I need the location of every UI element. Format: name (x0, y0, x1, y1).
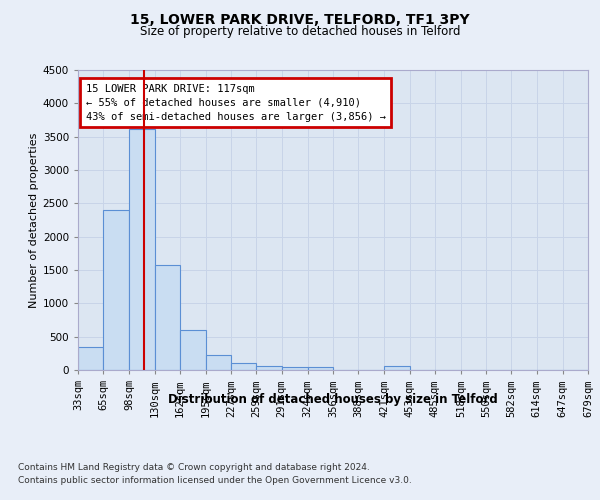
Bar (78, 346, 103, 370)
Text: Contains HM Land Registry data © Crown copyright and database right 2024.: Contains HM Land Registry data © Crown c… (18, 462, 370, 471)
Y-axis label: Number of detached properties: Number of detached properties (29, 132, 38, 308)
Text: Size of property relative to detached houses in Telford: Size of property relative to detached ho… (140, 25, 460, 38)
Text: 15 LOWER PARK DRIVE: 117sqm
← 55% of detached houses are smaller (4,910)
43% of : 15 LOWER PARK DRIVE: 117sqm ← 55% of det… (86, 84, 386, 122)
Text: Contains public sector information licensed under the Open Government Licence v3: Contains public sector information licen… (18, 476, 412, 485)
Bar (103, 210, 130, 370)
Bar (155, 264, 180, 370)
Bar (231, 362, 256, 370)
Bar (281, 368, 308, 370)
Bar (308, 368, 333, 370)
Bar (180, 330, 206, 370)
Bar (206, 354, 231, 370)
Bar (130, 128, 155, 370)
Bar (385, 366, 410, 370)
Text: Distribution of detached houses by size in Telford: Distribution of detached houses by size … (168, 392, 498, 406)
Bar (256, 366, 281, 370)
Text: 15, LOWER PARK DRIVE, TELFORD, TF1 3PY: 15, LOWER PARK DRIVE, TELFORD, TF1 3PY (130, 12, 470, 26)
